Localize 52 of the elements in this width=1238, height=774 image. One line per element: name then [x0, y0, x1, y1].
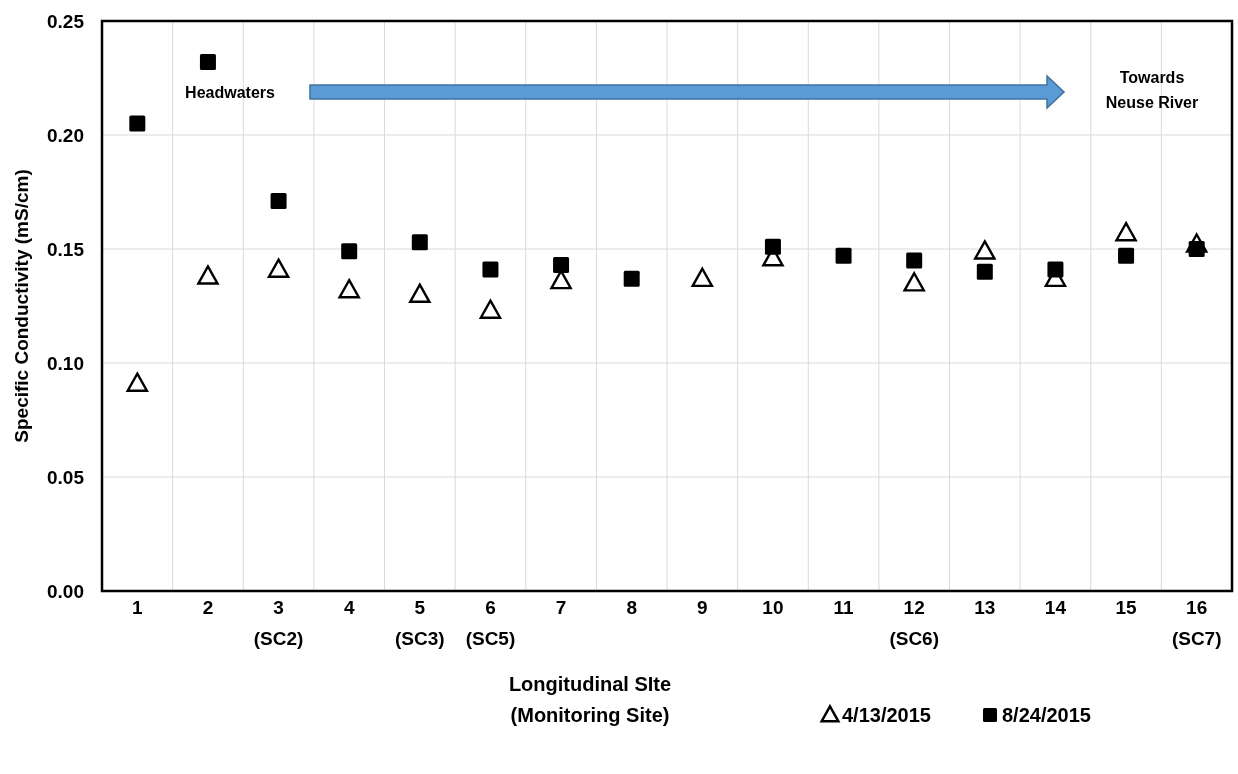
- x-tick-label: 6 (SC5): [465, 597, 516, 649]
- point: [974, 240, 996, 260]
- y-tick-label: 0.10: [47, 352, 84, 374]
- y-tick-label: 0.05: [47, 466, 85, 488]
- point: [341, 243, 358, 260]
- x-tick-label: 11: [833, 597, 855, 618]
- x-axis-title: Longitudinal SIte (Monitoring Site): [508, 673, 672, 726]
- point: [409, 283, 431, 303]
- y-axis-title: Specific Conductivity (mS/cm): [11, 169, 32, 443]
- legend-label: 4/13/2015: [842, 704, 931, 726]
- legend-label: 8/24/2015: [1002, 704, 1091, 726]
- point: [199, 54, 216, 71]
- point: [835, 247, 852, 264]
- y-tick-label: 0.20: [47, 124, 84, 146]
- point: [338, 278, 360, 299]
- point: [197, 265, 219, 285]
- annotation: Towards Neuse River: [1105, 69, 1199, 111]
- point: [691, 267, 714, 288]
- x-tick-label: 1: [132, 597, 144, 618]
- point: [906, 252, 923, 269]
- y-tick-label: 0.00: [47, 580, 84, 602]
- point: [411, 234, 428, 251]
- x-tick-label: 10: [762, 597, 784, 618]
- x-tick-label: 5 (SC3): [395, 597, 445, 649]
- point: [482, 261, 499, 278]
- annotation: Headwaters: [185, 83, 276, 101]
- point: [126, 372, 149, 392]
- point: [1115, 221, 1137, 242]
- x-tick-label: 12 (SC6): [889, 597, 939, 649]
- x-tick-label: 8: [626, 597, 637, 618]
- point: [1047, 261, 1064, 278]
- x-tick-label: 3 (SC2): [253, 597, 304, 649]
- x-tick-label: 16 (SC7): [1171, 597, 1222, 649]
- x-tick-label: 7: [555, 597, 567, 618]
- x-tick-label: 2: [202, 597, 214, 618]
- point: [1118, 247, 1135, 264]
- point: [267, 258, 290, 278]
- x-tick-label: 9: [697, 597, 708, 618]
- x-tick-label: 13: [974, 597, 996, 618]
- x-tick-label: 14: [1044, 597, 1067, 618]
- y-tick-label: 0.15: [47, 238, 85, 260]
- point: [270, 193, 287, 210]
- point: [129, 115, 146, 132]
- x-tick-label: 15: [1115, 597, 1138, 618]
- y-tick-label: 0.25: [47, 10, 85, 32]
- point: [903, 272, 925, 292]
- point: [623, 270, 640, 287]
- point: [553, 256, 570, 273]
- point: [764, 238, 781, 255]
- point: [479, 299, 502, 319]
- x-tick-label: 4: [343, 597, 355, 618]
- point: [976, 263, 993, 280]
